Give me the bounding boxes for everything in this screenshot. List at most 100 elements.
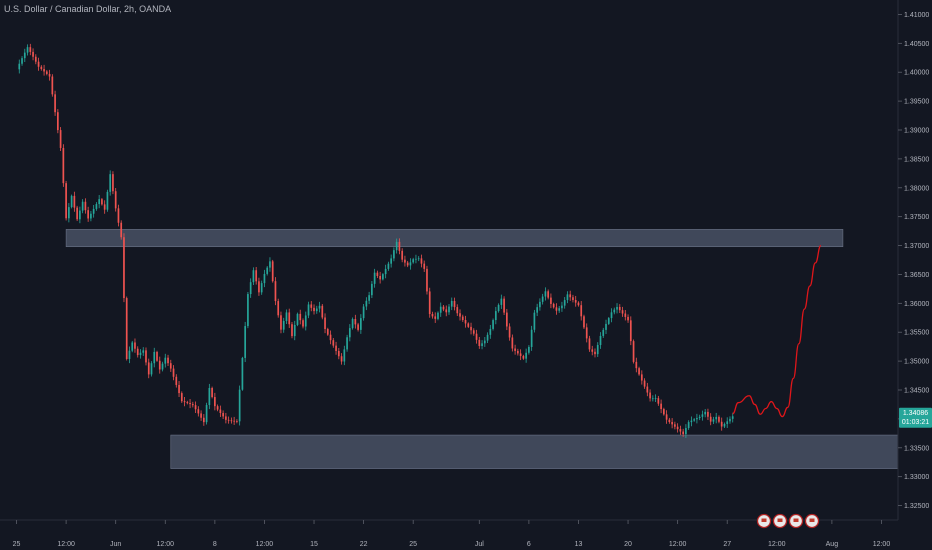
candle-body	[252, 270, 255, 283]
candle-body	[649, 392, 651, 399]
time-scale[interactable]: 25 12:00 Jun 12:00 8 12:00 15 22 25 Jul 6 13 20 12:00…	[13, 520, 891, 548]
candle-body	[260, 283, 263, 293]
candle-body	[503, 298, 505, 313]
candle-body	[610, 312, 613, 319]
candle-body	[404, 259, 406, 263]
candle-body	[632, 341, 635, 362]
candle-body	[70, 195, 73, 208]
candle-body	[547, 291, 550, 298]
candle-body	[494, 311, 497, 321]
event-markers[interactable]	[756, 513, 820, 529]
candle-body	[696, 418, 698, 420]
candle-body	[508, 326, 511, 338]
price-tick-label: 1.32500	[904, 503, 929, 510]
candle-body	[277, 301, 280, 316]
candle-body	[54, 94, 56, 113]
candle-body	[450, 301, 453, 307]
candle-body	[417, 258, 420, 260]
candle-body	[663, 409, 665, 415]
candle-body	[718, 416, 720, 422]
projection-path[interactable]	[732, 244, 822, 418]
candle-body	[197, 409, 200, 414]
price-tick-label: 1.36000	[904, 301, 929, 308]
candle-body	[376, 272, 379, 276]
flag-icon[interactable]	[756, 513, 772, 529]
candle-body	[624, 313, 627, 317]
candle-body	[34, 56, 37, 62]
candle-body	[558, 308, 561, 311]
candle-body	[395, 241, 398, 251]
price-scale[interactable]: 1.41000 1.40500 1.40000 1.39500 1.39000 1.385…	[898, 12, 929, 510]
candle-body	[685, 428, 687, 435]
candle-body	[348, 328, 351, 338]
current-price-tag: 1.34086 01:03:21	[899, 407, 932, 428]
candle-body	[291, 324, 293, 337]
candle-body	[109, 174, 112, 192]
candle-body	[332, 340, 335, 346]
candle-body	[676, 426, 679, 430]
candle-body	[76, 207, 78, 220]
candle-body	[357, 324, 359, 330]
time-tick-label: Aug	[826, 541, 839, 548]
time-tick-label: 27	[723, 541, 731, 548]
time-tick-label: 6	[527, 541, 531, 548]
candle-body	[117, 208, 120, 223]
candle-body	[59, 130, 62, 148]
candle-body	[134, 342, 136, 349]
time-tick-label: Jul	[475, 541, 484, 548]
candle-body	[651, 398, 654, 400]
candle-body	[539, 301, 541, 308]
price-tick-label: 1.39500	[904, 99, 929, 106]
candle-body	[654, 398, 657, 399]
candle-body	[191, 404, 194, 406]
price-tick-label: 1.33500	[904, 445, 929, 452]
candle-body	[263, 273, 266, 284]
price-tick-label: 1.40000	[904, 70, 929, 77]
candle-body	[517, 350, 519, 354]
flag-icon[interactable]	[788, 513, 804, 529]
candle-body	[426, 268, 428, 292]
candle-body	[280, 315, 282, 330]
time-tick-label: 12:00	[256, 541, 274, 548]
support-zone[interactable]	[170, 434, 899, 469]
candle-body	[205, 405, 208, 423]
candle-body	[18, 63, 21, 70]
candle-body	[475, 333, 478, 340]
candle-body	[530, 329, 533, 347]
flag-shape	[761, 518, 767, 522]
candles-layer	[18, 43, 734, 438]
candle-body	[282, 320, 285, 330]
candle-body	[98, 199, 101, 205]
flag-icon[interactable]	[804, 513, 820, 529]
candle-body	[561, 305, 563, 309]
candle-body	[704, 411, 707, 415]
candle-body	[186, 402, 189, 404]
flag-icon[interactable]	[772, 513, 788, 529]
candle-body	[247, 294, 249, 327]
candle-body	[456, 307, 459, 314]
candle-body	[241, 357, 244, 390]
time-tick-label: 12:00	[669, 541, 687, 548]
candle-body	[296, 313, 299, 325]
candle-body	[445, 309, 448, 313]
candle-body	[68, 207, 70, 219]
candle-body	[470, 326, 472, 331]
price-tag-countdown: 01:03:21	[902, 419, 929, 426]
candle-body	[222, 413, 224, 417]
candle-body	[51, 76, 54, 95]
candle-body	[29, 47, 32, 52]
candle-body	[321, 305, 324, 318]
candle-body	[522, 355, 525, 359]
candle-body	[324, 317, 326, 330]
candle-body	[313, 307, 315, 312]
candle-body	[588, 338, 591, 350]
resistance-zone[interactable]	[65, 229, 844, 248]
candle-body	[131, 342, 134, 351]
candle-body	[461, 316, 464, 320]
candle-body	[505, 312, 508, 327]
candle-body	[266, 267, 269, 274]
candle-body	[550, 297, 552, 304]
candle-body	[359, 318, 362, 330]
